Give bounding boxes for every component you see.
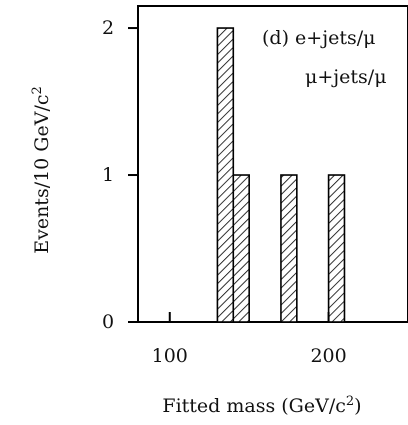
x-tick-label-100: 100 bbox=[152, 345, 188, 367]
x-axis-title: Fitted mass (GeV/c2) bbox=[162, 394, 361, 417]
x-tick-label-200: 200 bbox=[310, 345, 346, 367]
histogram-bin-170-180 bbox=[280, 174, 298, 323]
x-axis-title-close: ) bbox=[354, 395, 361, 417]
legend-entry-mu-jets: μ+jets/μ bbox=[305, 66, 387, 88]
histogram-bin-140-150 bbox=[232, 174, 250, 323]
x-axis-title-sup: 2 bbox=[346, 394, 354, 409]
histogram-bin-200-210 bbox=[327, 174, 346, 323]
histogram-bin-130-140 bbox=[216, 27, 235, 323]
panel-label: (d) e+jets/μ bbox=[262, 27, 375, 49]
histogram-bars bbox=[216, 27, 346, 323]
y-axis-title: Events/10 GeV/c2 bbox=[30, 86, 53, 254]
y-axis-ticks: 0 1 2 bbox=[102, 17, 138, 333]
y-tick-label-0: 0 bbox=[102, 311, 114, 333]
x-axis-title-main: Fitted mass (GeV/c bbox=[162, 395, 345, 417]
y-axis-title-sup: 2 bbox=[30, 86, 45, 94]
x-axis-ticks: 100 200 bbox=[152, 312, 347, 367]
plot-frame bbox=[137, 5, 408, 323]
y-tick-label-1: 1 bbox=[102, 164, 114, 186]
y-tick-label-2: 2 bbox=[102, 17, 114, 39]
y-axis-title-main: Events/10 GeV/c bbox=[31, 95, 53, 254]
